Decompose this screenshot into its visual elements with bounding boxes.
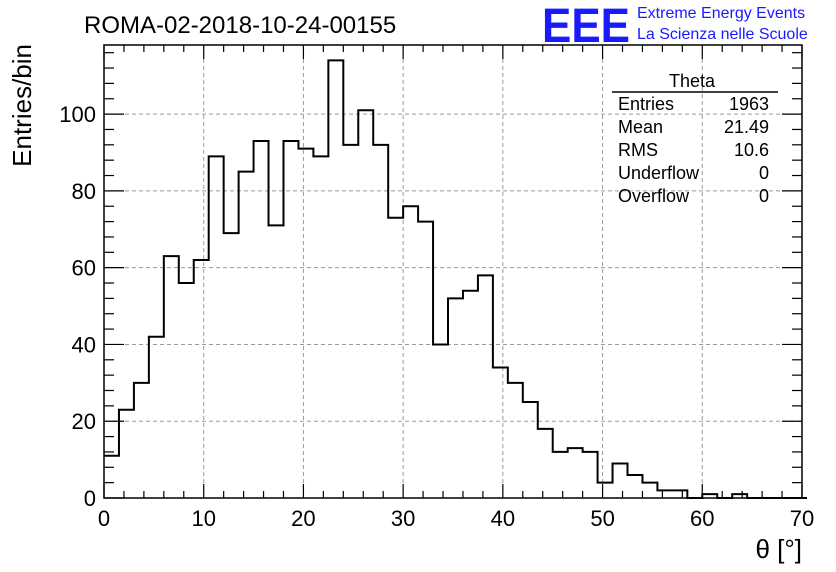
plot-border xyxy=(103,44,803,499)
chart-title: ROMA-02-2018-10-24-00155 xyxy=(84,12,396,39)
logo-line-2: La Scienza nelle Scuole xyxy=(637,26,808,43)
histogram-bin xyxy=(478,275,493,498)
histogram-bin xyxy=(269,225,284,498)
y-tick-label: 20 xyxy=(72,409,96,434)
stats-row-value: 0 xyxy=(759,163,769,183)
eee-logo: EEE Extreme Energy Events La Scienza nel… xyxy=(542,0,808,53)
histogram-bin xyxy=(239,172,254,498)
histogram-bin xyxy=(343,145,358,498)
histogram-bin xyxy=(328,60,343,498)
x-tick-label: 70 xyxy=(790,506,814,531)
histogram-bin xyxy=(179,283,194,498)
y-tick-label: 80 xyxy=(72,179,96,204)
histogram-bin xyxy=(583,452,598,498)
histogram-bin xyxy=(418,222,433,498)
histogram-bin xyxy=(553,452,568,498)
stats-rows: Entries 1963 Mean 21.49 RMS 10.6 Underflow 0 Ove… xyxy=(618,94,769,206)
axis-ticks xyxy=(103,45,803,499)
histogram-bin xyxy=(194,260,209,498)
stats-row-label: Mean xyxy=(618,117,663,137)
histogram-bin xyxy=(523,402,538,498)
histogram-bin xyxy=(598,483,613,498)
stats-box: Theta Entries 1963 Mean 21.49 RMS 10.6 Underfl… xyxy=(612,71,778,206)
stats-row-label: Entries xyxy=(618,94,674,114)
histogram-bin xyxy=(508,383,523,498)
histogram-bin xyxy=(254,141,269,498)
stats-row-value: 0 xyxy=(759,186,769,206)
histogram-bin xyxy=(164,256,179,498)
histogram-bin xyxy=(628,475,643,498)
histogram-bin xyxy=(149,337,164,498)
histogram-bin xyxy=(209,156,224,498)
y-tick-label: 100 xyxy=(59,102,96,127)
histogram-bin xyxy=(672,490,687,498)
y-tick-label: 0 xyxy=(84,486,96,511)
histogram-bin xyxy=(538,429,553,498)
histogram-bin xyxy=(134,383,149,498)
x-tick-label: 60 xyxy=(690,506,714,531)
histogram-bin xyxy=(642,483,657,498)
histogram-bin xyxy=(358,110,373,498)
histogram-bin xyxy=(283,141,298,498)
stats-row-label: Underflow xyxy=(618,163,700,183)
histogram-bin xyxy=(119,410,134,498)
histogram-bin xyxy=(568,448,583,498)
x-tick-label: 50 xyxy=(590,506,614,531)
logo-mark: EEE xyxy=(542,0,630,53)
histogram-bin xyxy=(403,206,418,498)
histogram-bin xyxy=(493,367,508,498)
histogram-outline xyxy=(104,59,807,499)
y-tick-label: 40 xyxy=(72,332,96,357)
histogram-bin xyxy=(463,291,478,498)
histogram-bin xyxy=(224,233,239,498)
x-tick-label: 30 xyxy=(391,506,415,531)
stats-row-label: Overflow xyxy=(618,186,690,206)
histogram-bin xyxy=(388,218,403,498)
tick-labels: 0 10 20 30 40 50 60 70 0 20 40 60 80 100 xyxy=(59,102,814,531)
logo-line-1: Extreme Energy Events xyxy=(637,5,805,22)
histogram-bin xyxy=(613,463,628,498)
histogram-bin xyxy=(104,456,119,498)
histogram-bin xyxy=(373,145,388,498)
histogram-bin xyxy=(298,149,313,498)
x-tick-label: 40 xyxy=(491,506,515,531)
stats-row-value: 10.6 xyxy=(734,140,769,160)
stats-title: Theta xyxy=(669,71,716,91)
histogram-series xyxy=(104,59,807,499)
y-axis-title: Entries/bin xyxy=(7,44,37,167)
x-tick-label: 20 xyxy=(291,506,315,531)
histogram-bin xyxy=(313,156,328,498)
plot-frame xyxy=(103,44,803,499)
x-axis-title: θ [°] xyxy=(755,534,802,564)
histogram-bin xyxy=(448,298,463,498)
grid-lines xyxy=(104,45,802,498)
y-tick-label: 60 xyxy=(72,256,96,281)
stats-row-value: 1963 xyxy=(729,94,769,114)
x-tick-label: 0 xyxy=(98,506,110,531)
stats-row-label: RMS xyxy=(618,140,658,160)
histogram-bin xyxy=(433,344,448,498)
x-tick-label: 10 xyxy=(191,506,215,531)
histogram-bin xyxy=(657,490,672,498)
stats-row-value: 21.49 xyxy=(724,117,769,137)
